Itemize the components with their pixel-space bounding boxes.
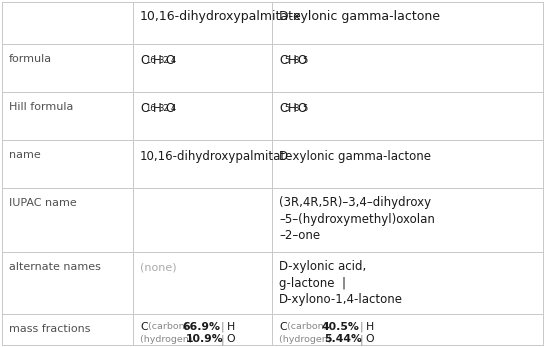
Text: 5: 5	[284, 104, 289, 113]
Text: 32: 32	[158, 104, 169, 113]
Text: O: O	[297, 102, 306, 115]
Text: (hydrogen): (hydrogen)	[279, 335, 335, 344]
Text: 40.5%: 40.5%	[321, 322, 359, 332]
Text: C: C	[279, 54, 287, 67]
Text: |: |	[221, 335, 225, 345]
Text: 10,16-dihydroxypalmitate: 10,16-dihydroxypalmitate	[140, 10, 302, 23]
Text: O: O	[227, 335, 235, 345]
Text: IUPAC name: IUPAC name	[9, 198, 77, 208]
Text: O: O	[166, 54, 175, 67]
Text: D-xylonic acid,
g-lactone  |
D-xylono-1,4-lactone: D-xylonic acid, g-lactone | D-xylono-1,4…	[279, 260, 403, 306]
Text: 10.9%: 10.9%	[186, 335, 223, 345]
Text: H: H	[153, 102, 161, 115]
Text: H: H	[153, 54, 161, 67]
Text: O: O	[166, 102, 175, 115]
Text: O: O	[366, 335, 374, 345]
Text: C: C	[140, 102, 148, 115]
Text: |: |	[360, 322, 364, 332]
Text: formula: formula	[9, 54, 52, 64]
Text: 16: 16	[146, 104, 156, 113]
Text: 4: 4	[171, 56, 176, 65]
Text: 32: 32	[158, 56, 169, 65]
Text: C: C	[279, 102, 287, 115]
Text: alternate names: alternate names	[9, 262, 101, 272]
Text: 66.9%: 66.9%	[182, 322, 220, 332]
Text: 5: 5	[302, 56, 308, 65]
Text: 8: 8	[293, 56, 299, 65]
Text: (3R,4R,5R)–3,4–dihydroxy
–5–(hydroxymethyl)oxolan
–2–one: (3R,4R,5R)–3,4–dihydroxy –5–(hydroxymeth…	[279, 196, 435, 242]
Text: |: |	[221, 322, 225, 332]
Text: C: C	[140, 54, 148, 67]
Text: D-xylonic gamma-lactone: D-xylonic gamma-lactone	[279, 10, 440, 23]
Text: D-xylonic gamma-lactone: D-xylonic gamma-lactone	[279, 150, 431, 163]
Text: (carbon): (carbon)	[284, 322, 330, 331]
Text: 16: 16	[146, 56, 156, 65]
Text: 4: 4	[171, 104, 176, 113]
Text: C: C	[140, 322, 148, 332]
Text: 10,16-dihydroxypalmitate: 10,16-dihydroxypalmitate	[140, 150, 293, 163]
Text: H: H	[366, 322, 374, 332]
Text: 5: 5	[284, 56, 289, 65]
Text: Hill formula: Hill formula	[9, 102, 74, 112]
Text: name: name	[9, 150, 41, 160]
Text: 5.44%: 5.44%	[325, 335, 362, 345]
Text: (none): (none)	[140, 262, 177, 272]
Text: H: H	[288, 54, 297, 67]
Text: mass fractions: mass fractions	[9, 324, 90, 334]
Text: (hydrogen): (hydrogen)	[140, 335, 196, 344]
Text: O: O	[297, 54, 306, 67]
Text: H: H	[227, 322, 235, 332]
Text: 8: 8	[293, 104, 299, 113]
Text: C: C	[279, 322, 287, 332]
Text: (carbon): (carbon)	[145, 322, 191, 331]
Text: |: |	[360, 335, 364, 345]
Text: 5: 5	[302, 104, 308, 113]
Text: H: H	[288, 102, 297, 115]
